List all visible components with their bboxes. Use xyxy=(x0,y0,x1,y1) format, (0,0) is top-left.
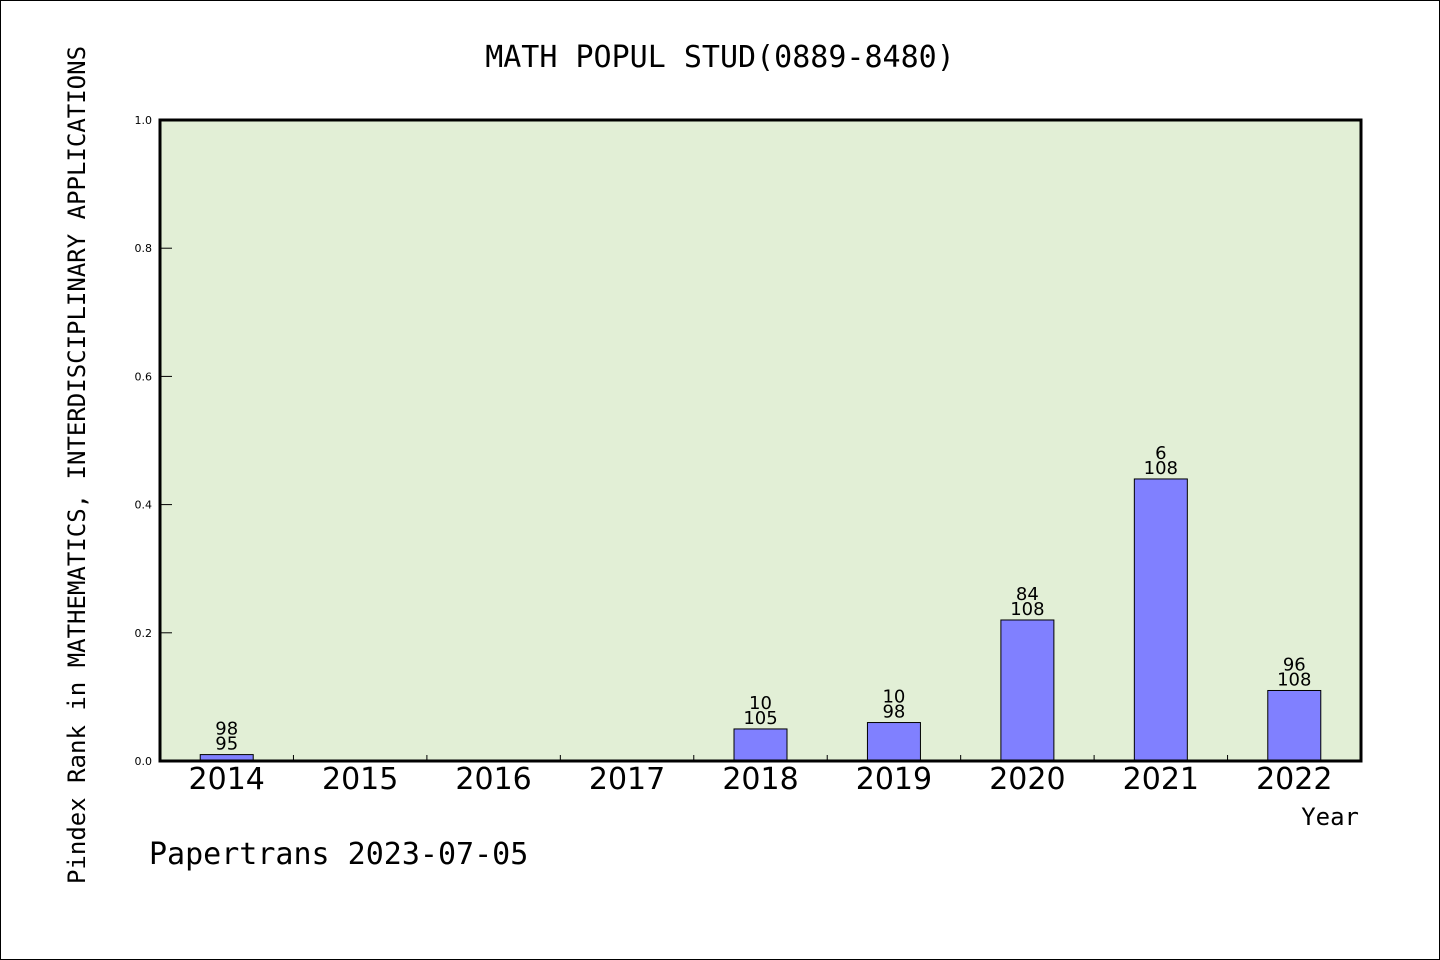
x-tick-label-2019: 2019 xyxy=(856,762,932,797)
bar-2020 xyxy=(1000,619,1055,762)
plot-border xyxy=(158,118,1363,763)
x-axis-label: Year xyxy=(1301,803,1359,831)
bars-group xyxy=(199,478,1322,762)
bar-2021 xyxy=(1133,478,1188,762)
x-tick-label-2022: 2022 xyxy=(1256,762,1332,797)
y-tick-label-2: 0.4 xyxy=(135,499,153,512)
chart-title: MATH POPUL STUD(0889-8480) xyxy=(485,40,955,75)
x-tick-label-2014: 2014 xyxy=(189,762,265,797)
y-tick-label-4: 0.8 xyxy=(135,242,153,255)
footer-credit: Papertrans 2023-07-05 xyxy=(149,837,528,872)
y-tick-label-0: 0.0 xyxy=(135,755,153,768)
bar-label-top-2021: 6 xyxy=(1155,443,1166,464)
y-tick-label-1: 0.2 xyxy=(135,627,153,640)
bar-label-bottom-2019: 98 xyxy=(882,702,905,723)
bar-label-top-2020: 84 xyxy=(1016,584,1039,605)
y-tick-label-3: 0.6 xyxy=(135,370,153,383)
bar-label-top-2022: 96 xyxy=(1283,654,1306,675)
x-axis-ticks: 2014 2015 2016 2017 2018 2019 2020 2021 2022 xyxy=(189,755,1332,797)
bar-2019 xyxy=(866,722,921,762)
bar-label-top-2014: 98 xyxy=(215,719,238,740)
y-axis-label: Pindex Rank in MATHEMATICS, INTERDISCIPL… xyxy=(63,46,91,884)
bar-label-bottom-2021: 108 xyxy=(1144,458,1178,479)
x-tick-label-2020: 2020 xyxy=(989,762,1065,797)
bar-2022 xyxy=(1267,689,1322,762)
bar-2018 xyxy=(733,728,788,762)
bar-label-top-2019: 10 xyxy=(882,687,905,708)
x-tick-label-2015: 2015 xyxy=(322,762,398,797)
bar-label-bottom-2014: 95 xyxy=(215,734,238,755)
bar-label-top-2018: 10 xyxy=(749,693,772,714)
bar-label-bottom-2020: 108 xyxy=(1010,599,1044,620)
y-tick-label-5: 1.0 xyxy=(135,114,153,127)
x-tick-label-2018: 2018 xyxy=(722,762,798,797)
x-tick-label-2016: 2016 xyxy=(455,762,531,797)
x-tick-label-2017: 2017 xyxy=(589,762,665,797)
x-tick-label-2021: 2021 xyxy=(1123,762,1199,797)
y-axis-ticks: 0.0 0.2 0.4 0.6 0.8 1.0 xyxy=(135,114,172,768)
bar-label-bottom-2018: 105 xyxy=(743,708,777,729)
bar-label-bottom-2022: 108 xyxy=(1277,669,1311,690)
